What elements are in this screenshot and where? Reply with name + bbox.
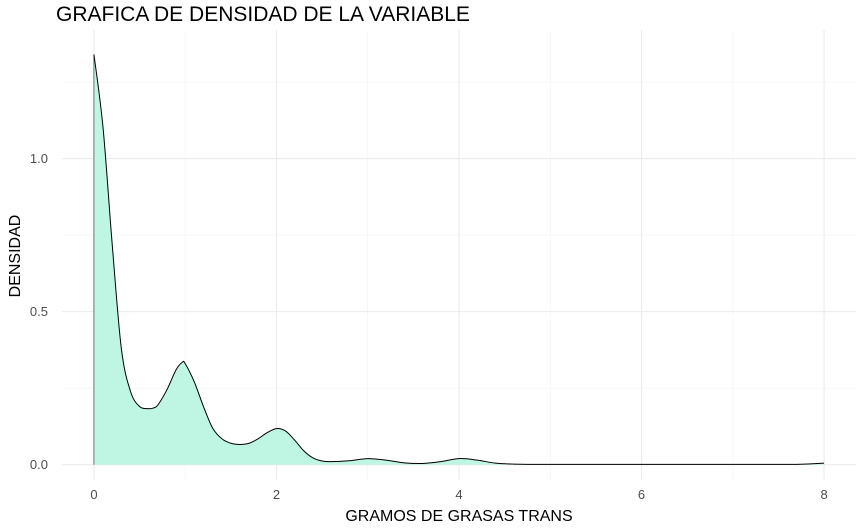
x-tick-label: 0 [90,487,97,502]
chart-title: GRAFICA DE DENSIDAD DE LA VARIABLE [56,3,470,26]
x-axis-title: GRAMOS DE GRASAS TRANS [345,508,572,525]
y-tick-label: 0.5 [30,304,48,319]
y-tick-label: 0.0 [30,457,48,472]
y-axis-title: DENSIDAD [7,215,24,298]
y-tick-label: 1.0 [30,151,48,166]
density-line [93,54,825,465]
x-tick-label: 4 [455,487,462,502]
x-tick-label: 6 [638,487,645,502]
density-plot [93,54,825,465]
density-area [93,54,825,465]
x-tick-label: 2 [273,487,280,502]
axis-ticks: 0 2 4 6 8 0.0 0.5 1.0 [30,151,828,502]
x-tick-label: 8 [820,487,827,502]
